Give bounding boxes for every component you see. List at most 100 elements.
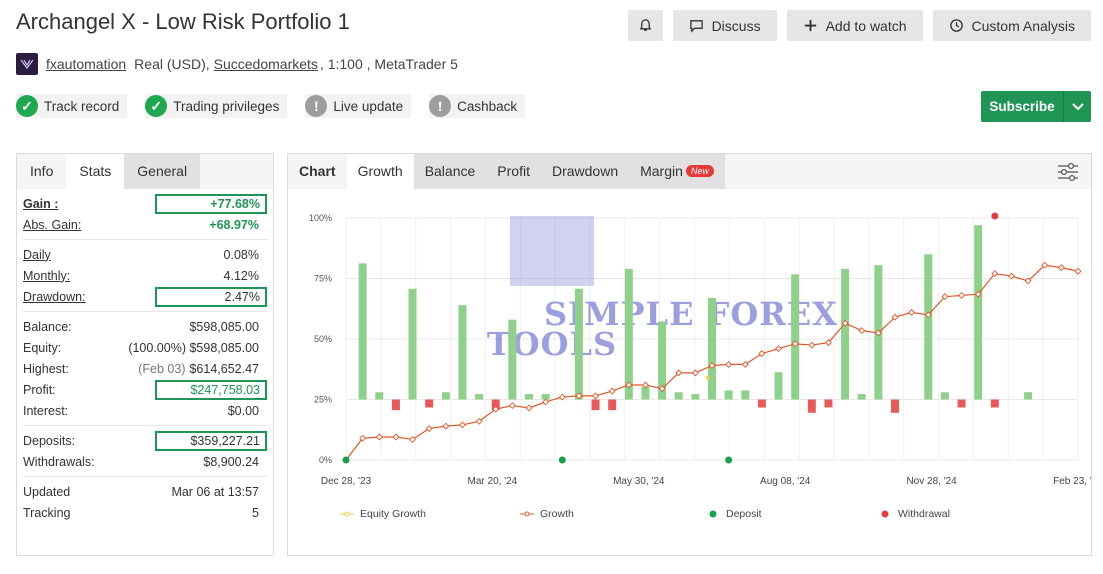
new-badge: New bbox=[685, 165, 714, 177]
deposit-point bbox=[342, 456, 350, 464]
bar-negative bbox=[757, 399, 766, 408]
tab-general[interactable]: General bbox=[124, 154, 201, 189]
user-link[interactable]: fxautomation bbox=[46, 56, 127, 72]
discuss-label: Discuss bbox=[711, 17, 761, 34]
growth-point bbox=[891, 313, 899, 321]
stat-updated: Updated Mar 06 at 13:57 bbox=[23, 481, 267, 502]
interest-value: $0.00 bbox=[227, 403, 259, 418]
gain-value: +77.68% bbox=[155, 193, 267, 214]
add-to-watch-button[interactable]: Add to watch bbox=[786, 10, 923, 41]
x-tick-label: Mar 20, '24 bbox=[468, 476, 518, 487]
tab-drawdown[interactable]: Drawdown bbox=[540, 154, 630, 189]
bell-icon bbox=[639, 19, 651, 31]
stats-tabs: Info Stats General bbox=[17, 154, 273, 189]
legend-marker bbox=[344, 511, 350, 517]
balance-value: $598,085.00 bbox=[189, 319, 259, 334]
broker-link[interactable]: Succedomarkets bbox=[213, 56, 318, 72]
highest-value: $614,652.47 bbox=[189, 361, 259, 376]
x-tick-label: May 30, '24 bbox=[613, 476, 665, 487]
drawdown-label[interactable]: Drawdown: bbox=[23, 289, 86, 304]
watermark-line1: SIMPLE FOREX bbox=[544, 295, 838, 333]
bar-negative bbox=[391, 399, 400, 411]
abs-gain-label[interactable]: Abs. Gain: bbox=[23, 217, 82, 232]
discuss-button[interactable]: Discuss bbox=[672, 10, 777, 41]
growth-point bbox=[824, 339, 832, 347]
gain-label[interactable]: Gain : bbox=[23, 196, 59, 211]
growth-point bbox=[1024, 277, 1032, 285]
header-actions: Discuss Add to watch Custom Analysis bbox=[627, 10, 1091, 41]
stat-daily: Daily 0.08% bbox=[23, 244, 267, 265]
bar-positive bbox=[525, 394, 533, 400]
bar-positive bbox=[358, 263, 367, 400]
account-details: , 1:100 , MetaTrader 5 bbox=[319, 56, 458, 72]
bar-positive bbox=[674, 392, 683, 400]
bar-negative bbox=[591, 399, 600, 411]
growth-point bbox=[542, 398, 550, 406]
tab-profit[interactable]: Profit bbox=[486, 154, 541, 189]
bar-positive bbox=[624, 268, 633, 400]
growth-point bbox=[442, 422, 450, 430]
bar-negative bbox=[807, 399, 816, 413]
withdrawal-point bbox=[991, 212, 999, 220]
withdrawals-value: $8,900.24 bbox=[203, 454, 259, 469]
growth-point bbox=[409, 435, 417, 443]
subscribe-button[interactable]: Subscribe bbox=[981, 91, 1091, 122]
bar-positive bbox=[974, 225, 983, 400]
daily-label[interactable]: Daily bbox=[23, 247, 51, 262]
plus-icon bbox=[804, 19, 816, 32]
legend-marker bbox=[881, 510, 889, 518]
legend-marker bbox=[709, 510, 717, 518]
updated-value: Mar 06 at 13:57 bbox=[171, 484, 259, 499]
bar-positive bbox=[708, 297, 716, 400]
bar-positive bbox=[375, 392, 384, 400]
bar-positive bbox=[441, 392, 450, 400]
highest-date: (Feb 03) bbox=[138, 361, 186, 376]
deposits-label: Deposits: bbox=[23, 433, 76, 448]
stat-interest: Interest: $0.00 bbox=[23, 400, 267, 421]
bar-negative bbox=[824, 399, 833, 408]
equity-percent: (100.00%) bbox=[128, 340, 186, 355]
y-tick-label: 0% bbox=[319, 455, 332, 465]
legend-marker bbox=[524, 511, 530, 517]
growth-point bbox=[958, 291, 966, 299]
growth-point bbox=[741, 360, 749, 368]
equity-label: Equity: bbox=[23, 340, 62, 355]
x-tick-label: Aug 08, '24 bbox=[760, 476, 811, 487]
bar-positive bbox=[1024, 392, 1033, 400]
growth-point bbox=[658, 385, 666, 393]
tab-chart[interactable]: Chart bbox=[288, 154, 347, 189]
avatar[interactable] bbox=[16, 53, 38, 75]
stat-drawdown: Drawdown: 2.47% bbox=[23, 286, 267, 307]
x-tick-label: Feb 23, '25 bbox=[1053, 476, 1091, 487]
deposit-point bbox=[725, 456, 733, 464]
custom-analysis-button[interactable]: Custom Analysis bbox=[932, 10, 1091, 41]
chevron-down-icon[interactable] bbox=[1063, 91, 1091, 122]
badge-track-record[interactable]: ✓ Track record bbox=[16, 94, 128, 118]
interest-label: Interest: bbox=[23, 403, 69, 418]
badge-trading-privileges[interactable]: ✓ Trading privileges bbox=[145, 94, 288, 118]
notifications-button[interactable] bbox=[627, 10, 663, 41]
exclamation-icon: ! bbox=[305, 95, 328, 117]
growth-point bbox=[991, 270, 999, 278]
growth-point bbox=[841, 319, 849, 327]
growth-point bbox=[558, 393, 566, 401]
tab-margin[interactable]: Margin New bbox=[629, 154, 725, 189]
x-tick-label: Nov 28, '24 bbox=[906, 476, 957, 487]
account-type: Real (USD), bbox=[134, 56, 210, 72]
tab-stats[interactable]: Stats bbox=[66, 154, 125, 189]
badge-cashback[interactable]: ! Cashback bbox=[429, 94, 526, 118]
stat-balance: Balance: $598,085.00 bbox=[23, 316, 267, 337]
chart-settings-button[interactable] bbox=[1057, 162, 1079, 187]
growth-point bbox=[974, 290, 982, 298]
bar-positive bbox=[691, 394, 700, 400]
tab-growth[interactable]: Growth bbox=[346, 154, 414, 189]
sliders-icon bbox=[1058, 162, 1078, 182]
badge-live-update[interactable]: ! Live update bbox=[305, 94, 412, 118]
tab-info[interactable]: Info bbox=[30, 163, 54, 179]
monthly-label[interactable]: Monthly: bbox=[23, 268, 71, 283]
bar-positive bbox=[541, 394, 550, 400]
growth-point bbox=[758, 350, 766, 357]
bar-positive bbox=[940, 392, 949, 400]
tab-balance[interactable]: Balance bbox=[413, 154, 487, 189]
legend-label: Deposit bbox=[726, 508, 762, 520]
